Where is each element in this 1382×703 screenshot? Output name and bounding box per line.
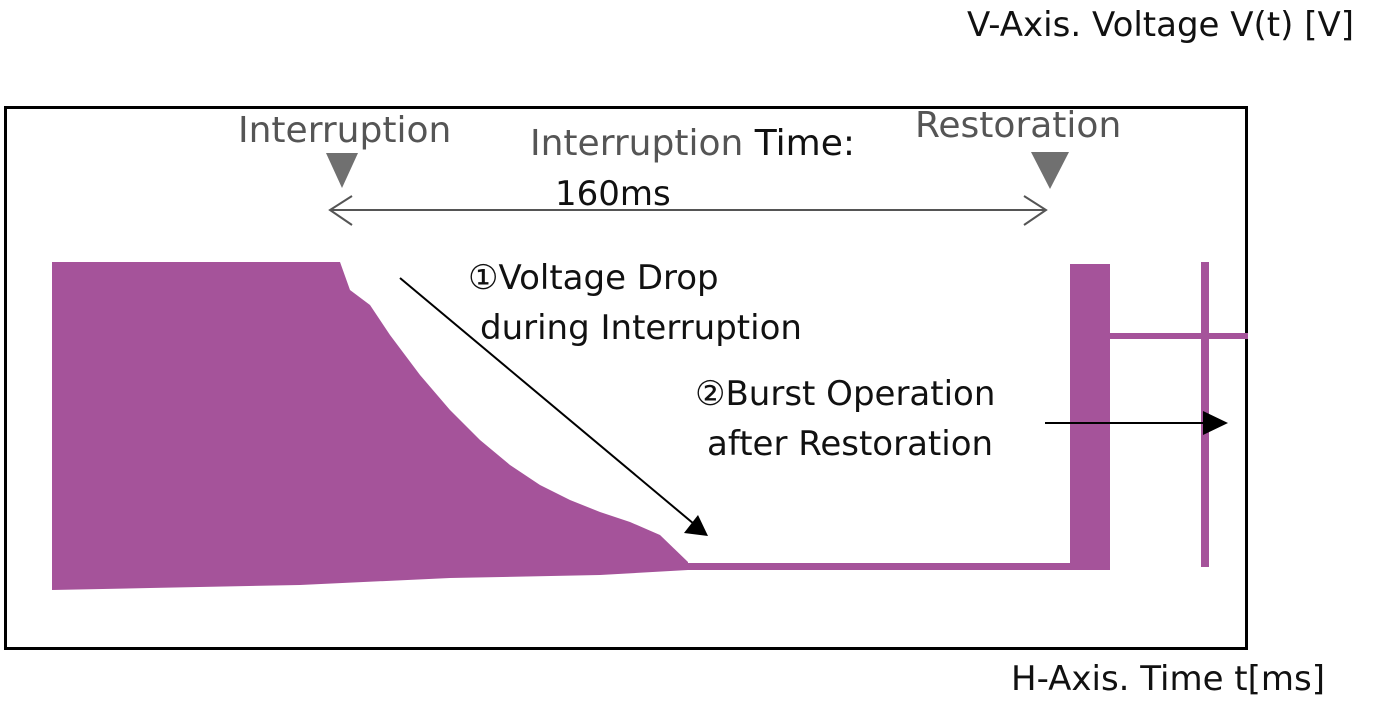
y-axis-label: V-Axis. Voltage V(t) [V] <box>967 5 1354 45</box>
interruption-time-label-main: Interruption <box>530 123 744 164</box>
waveform-envelope-decay <box>52 262 688 590</box>
interruption-time-label: Interruption Time: <box>530 126 855 162</box>
burst-annotation-line1: ②Burst Operation <box>695 374 996 414</box>
interruption-time-value: 160ms <box>555 174 671 214</box>
voltage-drop-annotation-line2: during Interruption <box>480 308 802 348</box>
interval-arrow <box>328 195 1048 226</box>
interruption-time-label-tail: Time: <box>743 123 855 164</box>
restoration-label: Restoration <box>915 105 1122 146</box>
waveform-post-line <box>1110 333 1248 339</box>
voltage-drop-annotation-line1: ①Voltage Drop <box>468 258 719 298</box>
voltage-drop-annotation: ①Voltage Drop during Interruption <box>468 253 802 353</box>
interruption-label: Interruption <box>238 110 452 151</box>
waveform-burst-block <box>1070 264 1110 570</box>
burst-arrow <box>1045 411 1228 435</box>
restoration-marker-icon <box>1031 152 1069 189</box>
burst-annotation-line2: after Restoration <box>707 424 994 464</box>
x-axis-label: H-Axis. Time t[ms] <box>1011 659 1325 699</box>
voltage-drop-arrow <box>399 277 708 536</box>
waveform-baseline <box>688 563 1073 570</box>
interruption-marker-icon <box>326 153 358 188</box>
burst-annotation: ②Burst Operation after Restoration <box>695 369 995 469</box>
